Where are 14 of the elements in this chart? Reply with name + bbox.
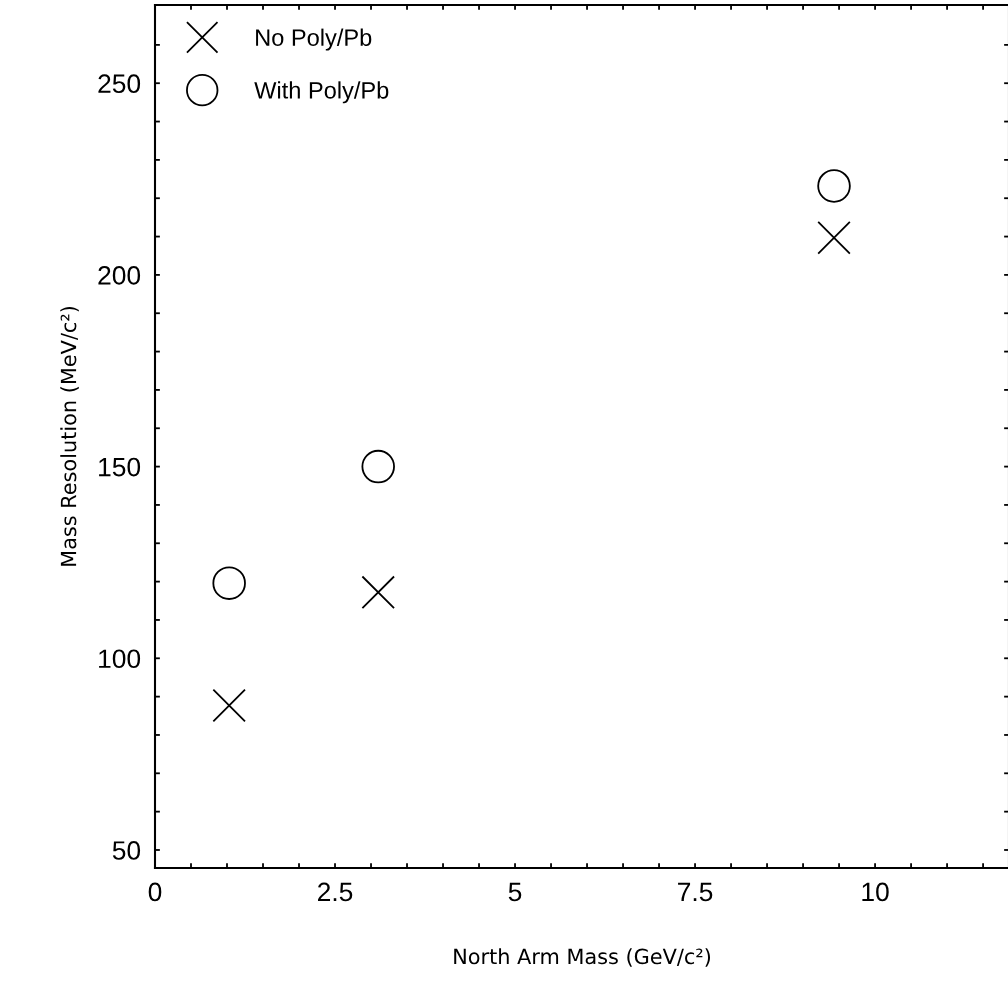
x-tick-label: 10 <box>862 882 889 902</box>
x-tick-label: 0 <box>148 882 162 902</box>
y-tick-label: 150 <box>99 457 141 477</box>
y-axis-title: Mass Resolution (MeV/c²) <box>60 306 79 566</box>
y-tick-label: 250 <box>98 74 141 94</box>
x-tick-label: 2.5 <box>318 882 353 902</box>
x-tick-label: 7.5 <box>678 882 713 902</box>
x-tick-label: 5 <box>508 882 522 902</box>
legend-label: No Poly/Pb <box>256 28 372 51</box>
y-tick-label: 50 <box>112 841 141 860</box>
legend-label: With Poly/Pb <box>254 81 389 104</box>
x-axis-title: North Arm Mass (GeV/c²) <box>454 948 711 967</box>
y-tick-label: 100 <box>99 649 141 669</box>
y-tick-label: 200 <box>98 266 141 285</box>
